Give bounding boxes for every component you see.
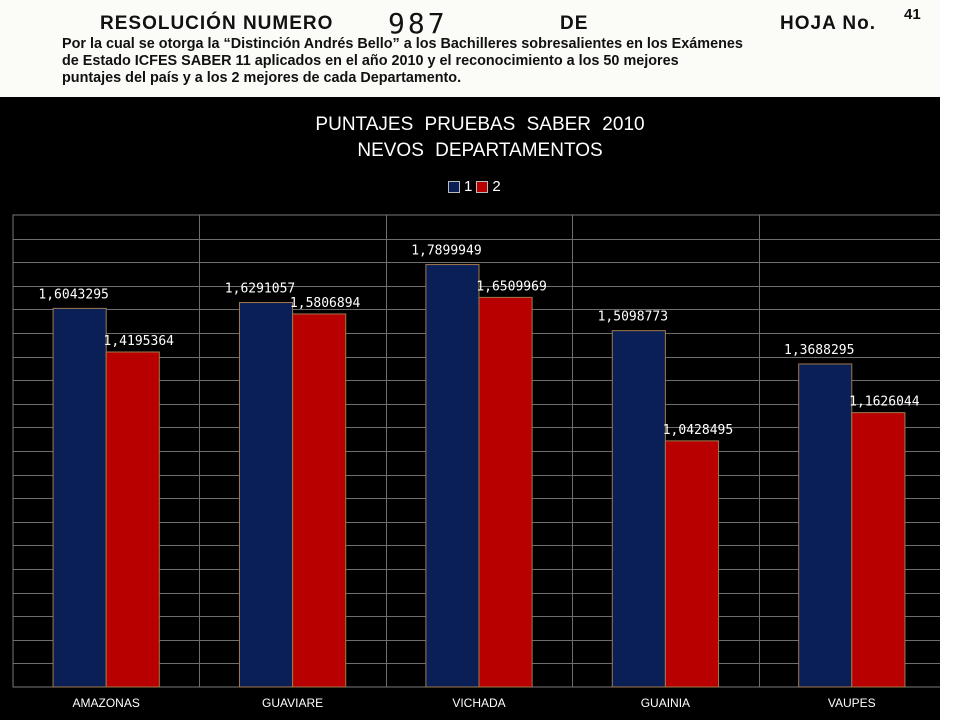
bar-series-1	[798, 363, 853, 688]
legend-item-series-2: 2	[476, 178, 501, 195]
resolution-label: RESOLUCIÓN NUMERO	[100, 13, 334, 34]
bar-series-1	[425, 264, 480, 688]
bar-series-2	[105, 351, 160, 688]
bar-series-2	[664, 440, 720, 688]
x-tick-label: GUAINIA	[641, 696, 690, 710]
bar-series-1	[611, 330, 666, 688]
data-label: 1,5806894	[290, 296, 361, 311]
legend-swatch-series-2	[476, 180, 489, 193]
resolution-body-line: de Estado ICFES SABER 11 aplicados en el…	[62, 53, 679, 69]
x-tick-label: AMAZONAS	[73, 696, 140, 710]
chart-title-line-2: NEVOS DEPARTAMENTOS	[357, 140, 603, 161]
right-margin-strip	[940, 0, 960, 720]
x-tick-label: VAUPES	[828, 696, 876, 710]
data-label: 1,6043295	[38, 287, 108, 302]
data-label: 1,5098773	[598, 310, 668, 325]
bar-series-2	[851, 412, 906, 688]
data-label: 1,1626044	[849, 395, 920, 410]
resolution-body-line: Por la cual se otorga la “Distinción And…	[62, 36, 743, 52]
resolution-body-line: puntajes del país y a los 2 mejores de c…	[62, 70, 462, 86]
bar-series-2	[292, 313, 347, 688]
chart-legend: 1 2	[448, 178, 501, 195]
data-label: 1,0428495	[663, 423, 733, 438]
resolution-body: Por la cual se otorga la “Distinción And…	[62, 36, 932, 87]
legend-item-series-1: 1	[448, 178, 472, 195]
bar-chart: 1,6043295 1,4195364 AMAZONAS 1,62910571,580…	[12, 214, 940, 710]
de-label: DE	[560, 13, 589, 34]
resolution-number: 987	[388, 7, 448, 40]
legend-label-series-1: 1	[464, 178, 473, 195]
bar-series-1	[238, 302, 294, 688]
hoja-label: HOJA No.	[780, 13, 876, 34]
data-label: 1,4195364	[104, 334, 175, 349]
data-label: 1,7899949	[411, 244, 481, 259]
data-label: 1,3688295	[784, 343, 854, 358]
chart-title-line-1: PUNTAJES PRUEBAS SABER 2010	[315, 114, 645, 135]
x-tick-label: VICHADA	[452, 696, 505, 710]
data-label: 1,6509969	[476, 279, 546, 294]
resolution-header: RESOLUCIÓN NUMERO 987 DE HOJA No. 41 Por…	[0, 0, 940, 97]
legend-swatch-series-1	[448, 180, 460, 193]
bar-series-1	[52, 307, 107, 688]
chart-title: PUNTAJES PRUEBAS SABER 2010 NEVOS DEPART…	[0, 112, 960, 164]
bar-series-2	[478, 296, 533, 688]
x-tick-label: GUAVIARE	[262, 696, 323, 710]
page-number: 41	[904, 6, 921, 23]
legend-label-series-2: 2	[492, 178, 501, 195]
resolution-title-line: RESOLUCIÓN NUMERO 987 DE HOJA No. 41	[0, 6, 940, 40]
data-label: 1,6291057	[225, 282, 295, 297]
